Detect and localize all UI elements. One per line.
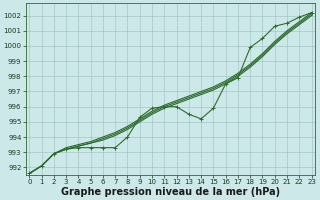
X-axis label: Graphe pression niveau de la mer (hPa): Graphe pression niveau de la mer (hPa): [61, 187, 280, 197]
